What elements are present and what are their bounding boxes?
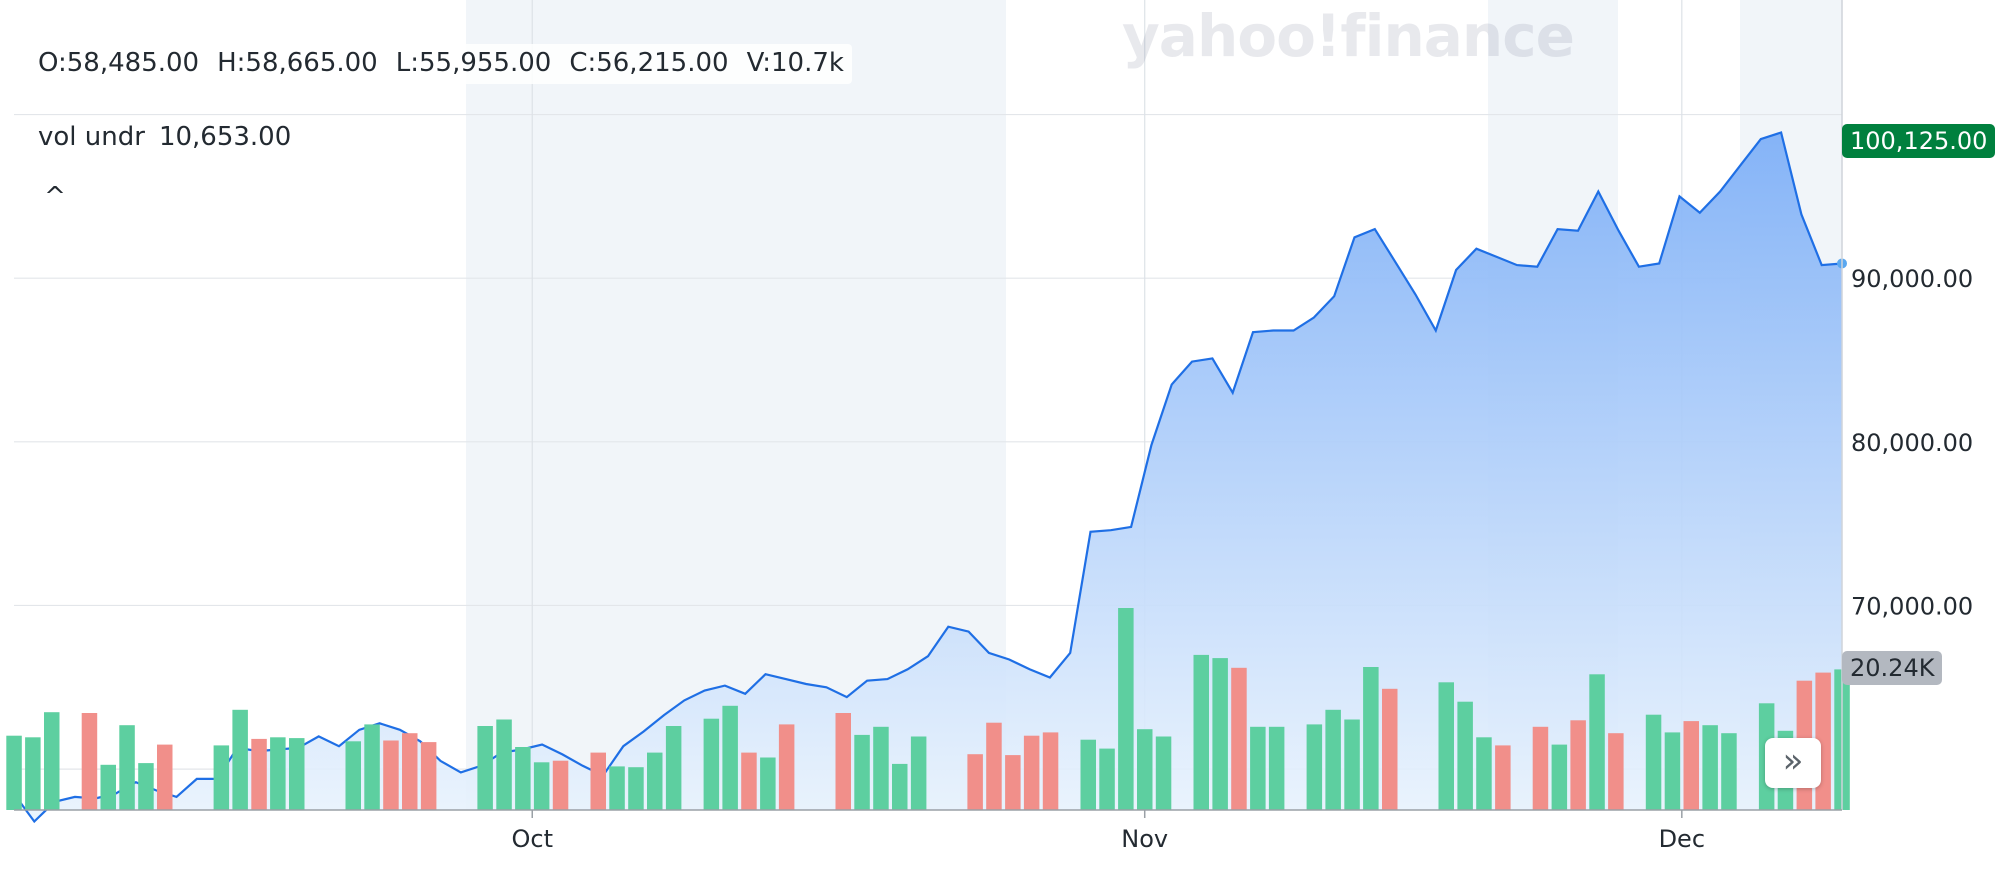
volume-indicator-readout: vol undr 10,653.00 bbox=[30, 118, 314, 156]
volume-bar bbox=[1495, 745, 1511, 810]
volume-bar bbox=[1042, 732, 1059, 810]
price-area bbox=[14, 132, 1842, 822]
volume-bar bbox=[213, 745, 230, 810]
open-value: O:58,485.00 bbox=[38, 48, 200, 78]
volume-bar bbox=[1721, 733, 1737, 810]
volume-bar bbox=[515, 747, 531, 810]
volume-bar bbox=[910, 736, 927, 810]
ohlc-readout: O:58,485.00 H:58,665.00 L:55,955.00 C:56… bbox=[30, 44, 852, 84]
x-tick-label: Dec bbox=[1659, 825, 1705, 853]
volume-bar bbox=[1438, 682, 1454, 810]
indicator-label: vol undr bbox=[38, 122, 145, 152]
volume-bar bbox=[1532, 726, 1549, 810]
volume-bar bbox=[1570, 720, 1586, 810]
scroll-to-latest-button[interactable]: » bbox=[1765, 738, 1821, 788]
volume-bar bbox=[138, 763, 154, 810]
volume-bar bbox=[703, 718, 720, 810]
volume-bar bbox=[364, 724, 380, 810]
y-tick-label: 90,000.00 bbox=[1851, 265, 1973, 293]
volume-bar bbox=[1608, 733, 1624, 810]
volume-bar bbox=[533, 762, 550, 810]
volume-bar bbox=[1476, 737, 1492, 810]
volume-bar bbox=[1551, 744, 1568, 810]
indicator-value: 10,653.00 bbox=[158, 122, 292, 152]
volume-bar bbox=[251, 738, 267, 810]
y-tick-label: 70,000.00 bbox=[1851, 592, 1973, 620]
volume-bar bbox=[1137, 729, 1153, 810]
volume-bar bbox=[665, 726, 682, 810]
current-price-tag: 100,125.00 bbox=[1842, 124, 1996, 158]
volume-value: V:10.7k bbox=[746, 48, 844, 78]
volume-bar bbox=[873, 726, 889, 810]
volume-bar bbox=[609, 766, 625, 810]
volume-bar bbox=[119, 725, 135, 810]
volume-bar bbox=[1231, 667, 1247, 810]
price-line bbox=[13, 131, 1843, 824]
volume-bar bbox=[892, 763, 908, 810]
volume-bar bbox=[496, 719, 512, 810]
volume-bar bbox=[1363, 667, 1379, 810]
volume-bar bbox=[232, 709, 248, 810]
volume-bar bbox=[760, 757, 776, 810]
volume-bar bbox=[44, 712, 60, 810]
volume-bar bbox=[477, 726, 493, 810]
volume-bar bbox=[25, 737, 41, 810]
low-value: L:55,955.00 bbox=[395, 48, 552, 78]
volume-bar bbox=[1589, 674, 1605, 810]
volume-bar bbox=[1118, 608, 1134, 810]
volume-bar bbox=[590, 752, 606, 810]
y-tick-label: 80,000.00 bbox=[1851, 429, 1973, 457]
volume-bar bbox=[1268, 726, 1285, 810]
x-tick-label: Oct bbox=[511, 825, 553, 853]
x-axis-ticks: Oct Nov Dec bbox=[511, 810, 1705, 853]
volume-bar bbox=[1306, 724, 1323, 810]
volume-bar bbox=[1382, 688, 1398, 810]
current-volume-tag: 20.24K bbox=[1842, 651, 1943, 685]
volume-bar bbox=[1664, 732, 1681, 810]
volume-bar bbox=[854, 734, 870, 810]
collapse-chevron-icon[interactable]: ^ bbox=[44, 182, 66, 212]
volume-bar bbox=[1325, 709, 1341, 810]
volume-bar bbox=[1344, 719, 1360, 810]
volume-bar bbox=[383, 740, 399, 810]
volume-bar bbox=[157, 744, 173, 810]
volume-bar bbox=[1457, 701, 1473, 810]
volume-bar bbox=[647, 752, 663, 810]
volume-bar bbox=[835, 713, 851, 810]
volume-bar bbox=[1099, 748, 1115, 810]
volume-bar bbox=[552, 760, 569, 810]
volume-bar bbox=[722, 705, 738, 810]
volume-bar bbox=[270, 737, 286, 810]
volume-bar bbox=[81, 713, 98, 810]
volume-bar bbox=[1080, 739, 1096, 810]
volume-bar bbox=[778, 724, 795, 810]
high-value: H:58,665.00 bbox=[217, 48, 378, 78]
volume-bar bbox=[967, 754, 983, 810]
volume-bar bbox=[1250, 726, 1266, 810]
volume-bar bbox=[628, 767, 644, 810]
volume-bar bbox=[741, 752, 757, 810]
volume-bar bbox=[986, 722, 1002, 810]
volume-bar bbox=[1193, 654, 1209, 810]
volume-bar bbox=[6, 735, 22, 810]
volume-bar bbox=[1645, 714, 1662, 810]
volume-bar bbox=[100, 764, 116, 810]
volume-bar bbox=[1005, 755, 1021, 810]
volume-bar bbox=[289, 738, 305, 810]
volume-bar bbox=[1023, 735, 1040, 810]
volume-bar bbox=[1702, 725, 1718, 810]
volume-bar bbox=[1212, 658, 1228, 810]
y-axis-ticks: 90,000.00 80,000.00 70,000.00 bbox=[1851, 265, 1973, 620]
volume-bar bbox=[420, 742, 437, 810]
x-tick-label: Nov bbox=[1121, 825, 1168, 853]
volume-bar bbox=[402, 733, 418, 810]
close-value: C:56,215.00 bbox=[569, 48, 729, 78]
volume-bar bbox=[345, 741, 361, 810]
volume-bar bbox=[1683, 721, 1699, 810]
volume-bar bbox=[1155, 736, 1172, 810]
